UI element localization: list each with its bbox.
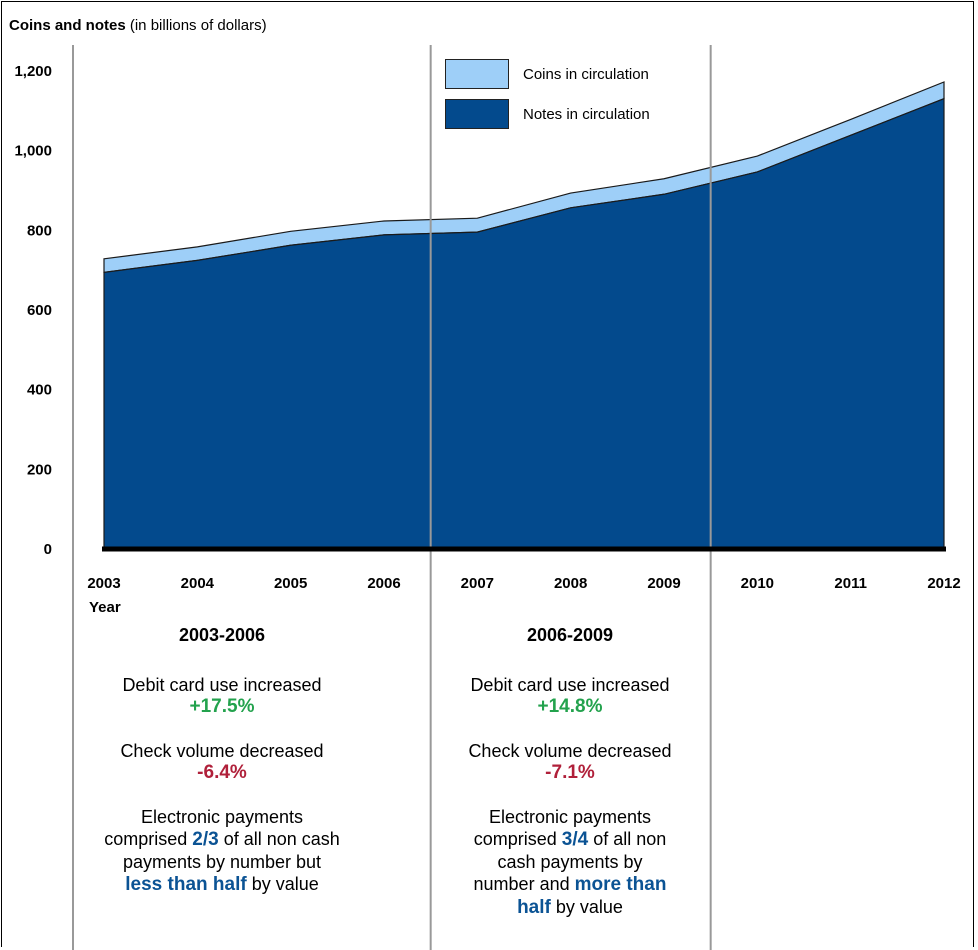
electronic-pre: comprised xyxy=(104,829,193,849)
period-panel-2003-2006: 2003-2006 Debit card use increased +17.5… xyxy=(72,624,372,896)
check-label: Check volume decreased xyxy=(468,741,672,761)
electronic-pre: comprised xyxy=(473,829,562,849)
period-title: 2003-2006 xyxy=(178,625,266,645)
debit-label: Debit card use increased xyxy=(122,675,322,695)
electronic-line1: Electronic payments xyxy=(140,807,304,827)
electronic-end: by value xyxy=(246,874,319,894)
electronic-end: by value xyxy=(550,897,623,917)
electronic-emphasis: less than half xyxy=(125,874,247,895)
x-tick-label: 2004 xyxy=(181,575,215,592)
debit-value: +17.5% xyxy=(189,696,255,717)
legend-swatch-coins xyxy=(445,59,509,89)
chart-title: Coins and notes (in billions of dollars) xyxy=(9,17,267,34)
x-tick-label: 2005 xyxy=(274,575,307,592)
legend-label-coins: Coins in circulation xyxy=(523,66,649,83)
electronic-line5: half by value xyxy=(420,896,720,919)
period-panel-2006-2009: 2006-2009 Debit card use increased +14.8… xyxy=(420,624,720,919)
electronic-line4-pre: number and xyxy=(473,874,575,894)
chart-subtitle: (in billions of dollars) xyxy=(129,17,267,34)
check-label: Check volume decreased xyxy=(120,741,324,761)
y-tick-label: 0 xyxy=(44,541,52,558)
electronic-line2: comprised 2/3 of all non cash xyxy=(72,828,372,851)
electronic-line1: Electronic payments xyxy=(488,807,652,827)
y-tick-label: 1,200 xyxy=(14,63,52,80)
notes-area xyxy=(103,97,945,549)
electronic-line4: number and more than xyxy=(420,873,720,896)
electronic-mid: of all non cash xyxy=(218,829,340,849)
electronic-mid: of all non xyxy=(588,829,667,849)
x-tick-label: 2011 xyxy=(834,575,867,592)
electronic-line2: comprised 3/4 of all non xyxy=(420,828,720,851)
y-tick-label: 600 xyxy=(27,302,52,319)
electronic-fraction: 3/4 xyxy=(561,829,589,850)
y-tick-label: 800 xyxy=(27,222,52,239)
electronic-line4: less than half by value xyxy=(72,873,372,896)
x-tick-label: 2008 xyxy=(554,575,587,592)
debit-value: +14.8% xyxy=(537,696,603,717)
chart-title-main: Coins and notes xyxy=(9,17,126,34)
electronic-fraction: 2/3 xyxy=(192,829,219,850)
check-value: -7.1% xyxy=(545,762,595,783)
x-tick-label: 2010 xyxy=(741,575,774,592)
legend-label-notes: Notes in circulation xyxy=(523,106,650,123)
x-tick-label: 2006 xyxy=(367,575,400,592)
debit-label: Debit card use increased xyxy=(470,675,670,695)
check-value: -6.4% xyxy=(197,762,247,783)
x-axis-label: Year xyxy=(89,599,121,616)
electronic-line3: payments by number but xyxy=(122,852,322,872)
electronic-emphasis1: more than xyxy=(574,874,667,895)
x-tick-label: 2003 xyxy=(87,575,120,592)
period-title: 2006-2009 xyxy=(526,625,614,645)
legend-swatch-notes xyxy=(445,99,509,129)
x-tick-label: 2007 xyxy=(461,575,494,592)
x-tick-label: 2012 xyxy=(927,575,960,592)
y-tick-label: 400 xyxy=(27,382,52,399)
y-tick-label: 1,000 xyxy=(14,143,52,160)
electronic-line3: cash payments by xyxy=(497,852,643,872)
y-tick-label: 200 xyxy=(27,461,52,478)
electronic-emphasis2: half xyxy=(517,897,551,918)
x-tick-label: 2009 xyxy=(647,575,680,592)
